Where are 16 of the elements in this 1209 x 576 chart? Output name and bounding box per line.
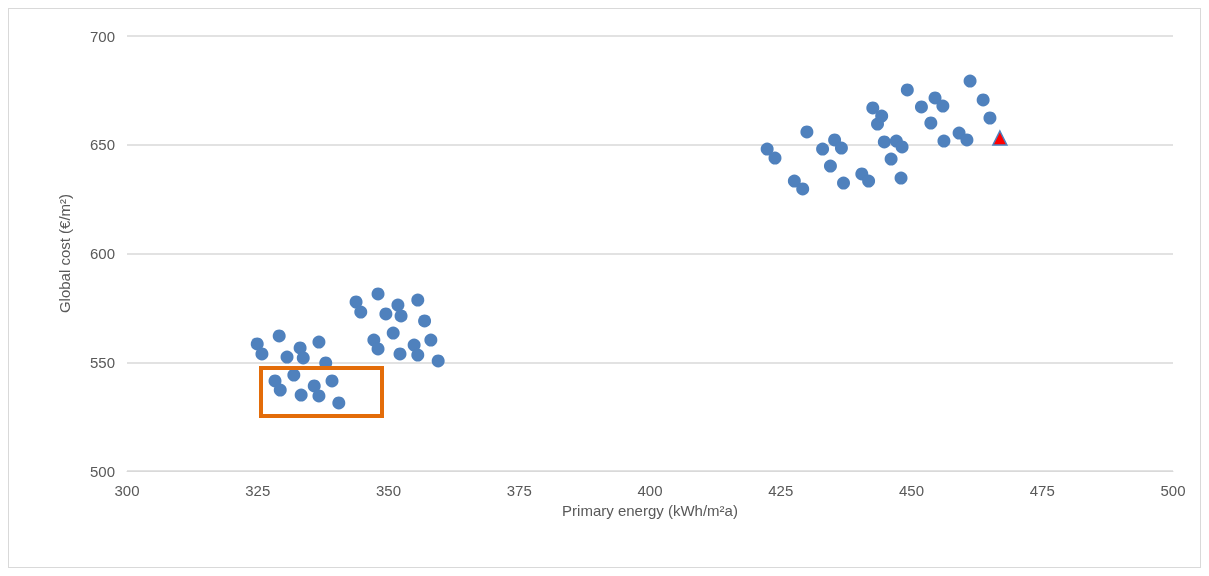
x-tick-label: 425 bbox=[768, 482, 794, 499]
x-tick-label: 450 bbox=[898, 482, 925, 499]
y-tick-label: 600 bbox=[89, 245, 115, 262]
x-tick-label: 500 bbox=[1160, 482, 1186, 499]
y-tick-label: 700 bbox=[89, 27, 115, 45]
x-tick-label: 300 bbox=[114, 482, 140, 499]
y-tick-label: 550 bbox=[89, 353, 115, 371]
x-tick-label: 375 bbox=[506, 482, 532, 499]
y-axis-title: Global cost (€/m²) bbox=[56, 193, 73, 314]
y-tick-label: 650 bbox=[89, 136, 115, 154]
x-tick-label: 475 bbox=[1029, 482, 1055, 499]
x-tick-label: 350 bbox=[375, 482, 402, 499]
x-tick-label: 325 bbox=[245, 482, 271, 499]
y-tick-label: 500 bbox=[89, 462, 115, 480]
x-tick-label: 400 bbox=[637, 482, 663, 499]
x-axis-title: Primary energy (kWh/m²a) bbox=[562, 501, 738, 519]
